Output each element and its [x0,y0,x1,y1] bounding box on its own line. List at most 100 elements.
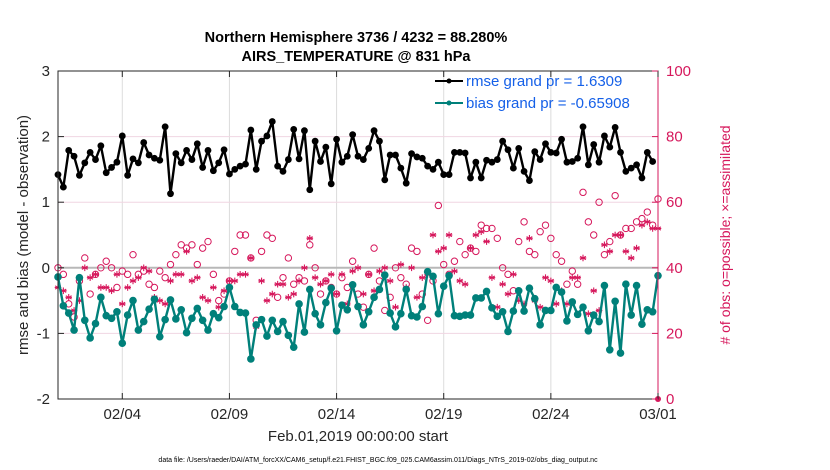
rmse-point [649,158,657,165]
bias-point [461,311,469,319]
bias-point [605,346,614,354]
possible-obs-point [573,280,582,288]
rmse-point [209,167,217,175]
bias-line [56,270,660,361]
assimilated-obs-point [536,303,544,311]
legend: rmse grand pr = 1.6309 bias grand pr = -… [435,73,630,112]
bias-point [155,332,164,341]
assimilated-obs-point [606,248,614,255]
chart-subtitle: AIRS_TEMPERATURE @ 831 hPa [241,49,471,65]
assimilated-obs-point [483,238,490,245]
possible-obs-point [520,218,528,226]
possible-obs-point [477,221,485,229]
bias-point [273,327,282,336]
assimilated-obs-point [322,277,330,285]
bias-point [530,294,539,303]
assimilated-obs-point [220,287,228,295]
bias-point [220,302,228,311]
possible-obs-point [541,221,550,229]
possible-obs-point [370,244,378,252]
bias-point [343,305,352,314]
rmse-point [595,158,603,166]
rmse-point [606,143,614,151]
y-tick-label: -2 [37,391,50,408]
rmse-point [483,156,490,164]
rmse-point [627,164,635,172]
rmse-point [488,158,496,166]
assimilated-obs-point [435,248,442,255]
rmse-point [558,135,565,143]
assimilated-obs-point [188,277,196,285]
bias-point [380,271,389,279]
assimilated-obs-point [601,241,608,249]
possible-obs-point [86,290,94,298]
rmse-point [413,153,421,161]
bias-point [70,326,78,334]
bias-point [188,314,196,323]
rmse-point [263,132,271,140]
rmse-point [220,146,228,154]
y-right-tick-label: 60 [666,194,683,211]
x-tick-label: 02/09 [211,406,249,423]
bias-point [107,314,116,323]
assimilated-obs-point [199,294,206,301]
bias-point [439,282,448,290]
possible-obs-point [177,241,185,249]
assimilated-obs-point [590,287,598,295]
possible-obs-point [547,234,555,242]
possible-obs-point [590,231,598,239]
possible-obs-point [397,273,405,282]
assimilated-obs-point [204,297,212,304]
assimilated-obs-point [413,294,421,301]
assimilated-obs-point [183,248,190,255]
assimilated-obs-point [268,290,276,298]
bias-point [230,302,239,311]
bias-point [547,306,555,315]
assimilated-obs-point [622,248,630,255]
bias-point [225,283,234,292]
rmse-point [504,146,512,154]
bias-point [477,294,486,302]
assimilated-obs-point [167,277,174,285]
bias-point [332,326,341,335]
bias-point [520,307,528,315]
bias-point [509,307,518,315]
rmse-point [161,123,169,131]
assimilated-obs-point [397,261,405,268]
assimilated-obs-point [526,234,533,242]
bias-point [80,316,89,325]
possible-obs-point [434,201,443,210]
rmse-point [86,148,94,156]
possible-obs-point [584,218,593,226]
rmse-point [638,174,646,182]
possible-obs-point [166,260,175,269]
possible-obs-point [622,224,630,233]
assimilated-obs-point [445,231,453,239]
assimilated-obs-point [113,271,121,278]
rmse-point [467,174,474,182]
bias-point [429,272,437,281]
possible-obs-point [461,250,469,259]
assimilated-obs-point [499,280,506,288]
legend-bias-marker [446,100,452,106]
assimilated-obs-point [381,264,389,272]
bias-point [579,303,587,311]
rmse-point [568,158,576,165]
assimilated-obs-point [360,290,367,298]
rmse-point [611,124,619,131]
possible-obs-point [440,260,448,269]
assimilated-obs-point [161,300,169,308]
rmse-point [231,166,239,173]
possible-obs-point [418,290,426,298]
rmse-point [617,148,624,156]
possible-obs-point [204,237,212,246]
bias-point [316,321,325,329]
assimilated-obs-point [552,300,560,308]
bias-point [611,297,619,306]
possible-obs-point [595,198,603,206]
assimilated-obs-point [193,274,201,281]
rmse-point [134,159,142,167]
rmse-point [70,152,78,160]
assimilated-obs-point [118,300,126,308]
